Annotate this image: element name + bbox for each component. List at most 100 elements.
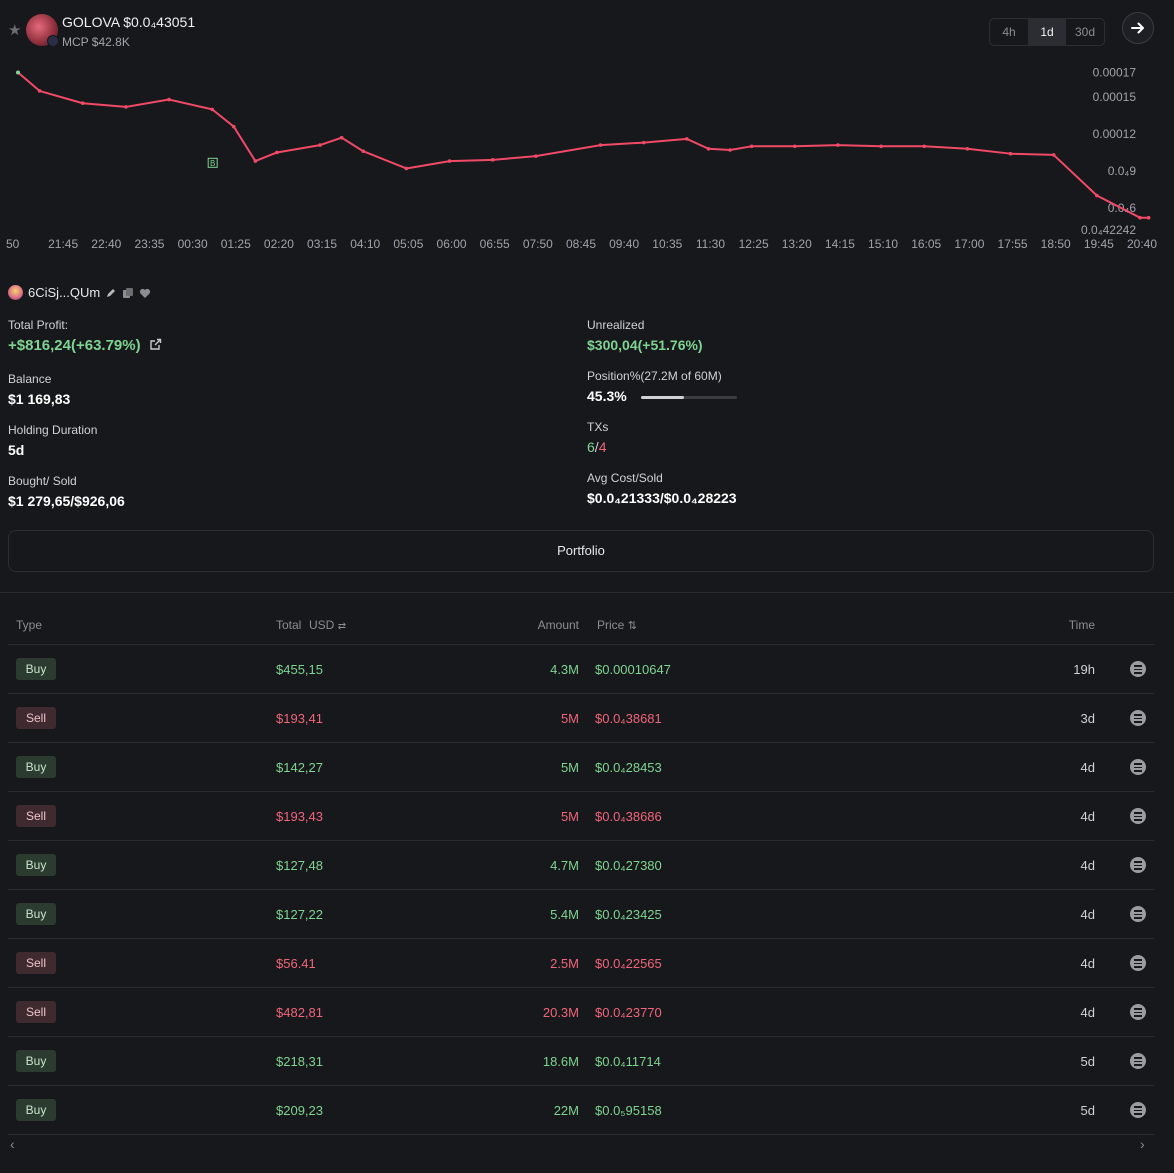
price-point bbox=[792, 144, 797, 149]
total-profit-value: +$816,24(+63.79%) bbox=[8, 337, 162, 354]
trade-marker[interactable]: B bbox=[207, 157, 218, 168]
details-icon[interactable] bbox=[1130, 710, 1146, 726]
price-point bbox=[749, 144, 754, 149]
price-point bbox=[836, 143, 840, 147]
table-row[interactable]: Buy $218,31 18.6M $0.0₄11714 5d bbox=[8, 1037, 1154, 1086]
total-cell: $127,22 bbox=[276, 907, 323, 922]
x-tick-label: 02:20 bbox=[264, 237, 294, 251]
x-tick-label: 10:35 bbox=[652, 237, 682, 251]
details-icon[interactable] bbox=[1130, 906, 1146, 922]
total-cell: $56.41 bbox=[276, 956, 316, 971]
copy-icon[interactable] bbox=[122, 287, 134, 299]
heart-icon[interactable] bbox=[139, 287, 151, 299]
timeframe-30d[interactable]: 30d bbox=[1074, 25, 1096, 39]
table-row[interactable]: Buy $142,27 5M $0.0₄28453 4d bbox=[8, 743, 1154, 792]
price-line bbox=[17, 71, 1149, 219]
position-label: Position%(27.2M of 60M) bbox=[587, 369, 722, 383]
details-icon[interactable] bbox=[1130, 1004, 1146, 1020]
total-cell: $142,27 bbox=[276, 760, 323, 775]
price-point bbox=[641, 140, 646, 145]
details-icon[interactable] bbox=[1130, 1053, 1146, 1069]
timeframe-1d[interactable]: 1d bbox=[1028, 19, 1066, 45]
time-cell: 4d bbox=[1080, 858, 1095, 873]
holding-duration-stat: Holding Duration 5d bbox=[8, 423, 97, 458]
type-badge: Buy bbox=[16, 756, 56, 778]
total-cell: $218,31 bbox=[276, 1054, 323, 1069]
price-point bbox=[965, 146, 970, 151]
x-tick-label: 11:30 bbox=[696, 237, 725, 251]
header-type: Type bbox=[16, 618, 43, 632]
open-token-button[interactable] bbox=[1122, 12, 1154, 44]
table-row[interactable]: Buy $127,48 4.7M $0.0₄27380 4d bbox=[8, 841, 1154, 890]
x-tick-label: 05:05 bbox=[393, 237, 423, 251]
details-icon[interactable] bbox=[1130, 955, 1146, 971]
x-tick-label: 21:45 bbox=[48, 237, 78, 251]
header-price-sort[interactable]: Price ⇅ bbox=[597, 618, 637, 632]
x-tick-label: 12:25 bbox=[739, 237, 769, 251]
avg-cost-value: $0.0₄21333/$0.0₄28223 bbox=[587, 490, 737, 506]
table-row[interactable]: Sell $56.41 2.5M $0.0₄22565 4d bbox=[8, 939, 1154, 988]
details-icon[interactable] bbox=[1130, 1102, 1146, 1118]
txs-separator: / bbox=[594, 439, 599, 455]
amount-cell: 4.7M bbox=[550, 858, 579, 873]
price-point bbox=[167, 97, 171, 102]
header-price: Price bbox=[597, 618, 625, 632]
price-point bbox=[231, 124, 236, 129]
txs-label: TXs bbox=[587, 420, 609, 434]
table-row[interactable]: Sell $193,43 5M $0.0₄38686 4d bbox=[8, 792, 1154, 841]
table-row[interactable]: Sell $193,41 5M $0.0₄38681 3d bbox=[8, 694, 1154, 743]
type-badge: Buy bbox=[16, 658, 56, 680]
price-point bbox=[598, 143, 603, 147]
price-point bbox=[706, 146, 711, 151]
timeframe-4h[interactable]: 4h bbox=[1002, 25, 1016, 39]
arrow-right-icon bbox=[1131, 22, 1144, 34]
type-badge: Sell bbox=[16, 1001, 56, 1023]
type-badge: Sell bbox=[16, 952, 56, 974]
details-icon[interactable] bbox=[1130, 808, 1146, 824]
time-cell: 5d bbox=[1080, 1103, 1095, 1118]
price-point bbox=[447, 159, 452, 163]
details-icon[interactable] bbox=[1130, 661, 1146, 677]
price-point bbox=[1146, 215, 1151, 220]
price-point bbox=[275, 150, 279, 155]
x-tick-label: 17:55 bbox=[998, 237, 1028, 251]
portfolio-button[interactable]: Portfolio bbox=[8, 530, 1154, 572]
x-tick-label: 08:45 bbox=[566, 237, 596, 251]
star-icon[interactable]: ★ bbox=[8, 22, 22, 39]
bought-sold-value: $1 279,65/$926,06 bbox=[8, 493, 125, 509]
unrealized-value: $300,04(+51.76%) bbox=[587, 337, 703, 353]
scroll-left-icon[interactable]: ‹ bbox=[10, 1136, 15, 1152]
price-point bbox=[1095, 193, 1099, 198]
type-badge: Sell bbox=[16, 707, 56, 729]
header-amount: Amount bbox=[537, 618, 579, 632]
details-icon[interactable] bbox=[1130, 759, 1146, 775]
time-cell: 4d bbox=[1080, 809, 1095, 824]
table-row[interactable]: Sell $482,81 20.3M $0.0₄23770 4d bbox=[8, 988, 1154, 1037]
bought-sold-label: Bought/ Sold bbox=[8, 474, 77, 488]
x-tick-label: 18:50 bbox=[1041, 237, 1071, 251]
price-point bbox=[339, 135, 344, 140]
header-usd-toggle[interactable]: USD ⇄ bbox=[309, 618, 346, 632]
table-row[interactable]: Buy $209,23 22M $0.0₅95158 5d bbox=[8, 1086, 1154, 1135]
amount-cell: 5M bbox=[560, 760, 579, 775]
price-cell: $0.0₄38681 bbox=[595, 711, 662, 726]
x-tick-label: 03:15 bbox=[307, 237, 337, 251]
edit-icon[interactable] bbox=[105, 287, 117, 299]
amount-cell: 2.5M bbox=[550, 956, 579, 971]
header-time: Time bbox=[1068, 618, 1095, 632]
x-tick-label: 16:05 bbox=[911, 237, 941, 251]
price-cell: $0.0₄27380 bbox=[595, 858, 662, 873]
wallet-address[interactable]: 6CiSj...QUm bbox=[28, 285, 101, 300]
time-cell: 4d bbox=[1080, 1005, 1095, 1020]
time-cell: 4d bbox=[1080, 956, 1095, 971]
price-point bbox=[1138, 215, 1142, 220]
table-row[interactable]: Buy $127,22 5.4M $0.0₄23425 4d bbox=[8, 890, 1154, 939]
scroll-right-icon[interactable]: › bbox=[1140, 1136, 1145, 1152]
details-icon[interactable] bbox=[1130, 857, 1146, 873]
table-row[interactable]: Buy $455,15 4.3M $0.00010647 19h bbox=[8, 645, 1154, 694]
type-badge: Buy bbox=[16, 854, 56, 876]
txs-buys: 6 bbox=[587, 439, 595, 455]
swap-icon: ⇄ bbox=[337, 621, 347, 632]
price-point bbox=[210, 107, 214, 112]
share-icon[interactable] bbox=[149, 338, 162, 351]
